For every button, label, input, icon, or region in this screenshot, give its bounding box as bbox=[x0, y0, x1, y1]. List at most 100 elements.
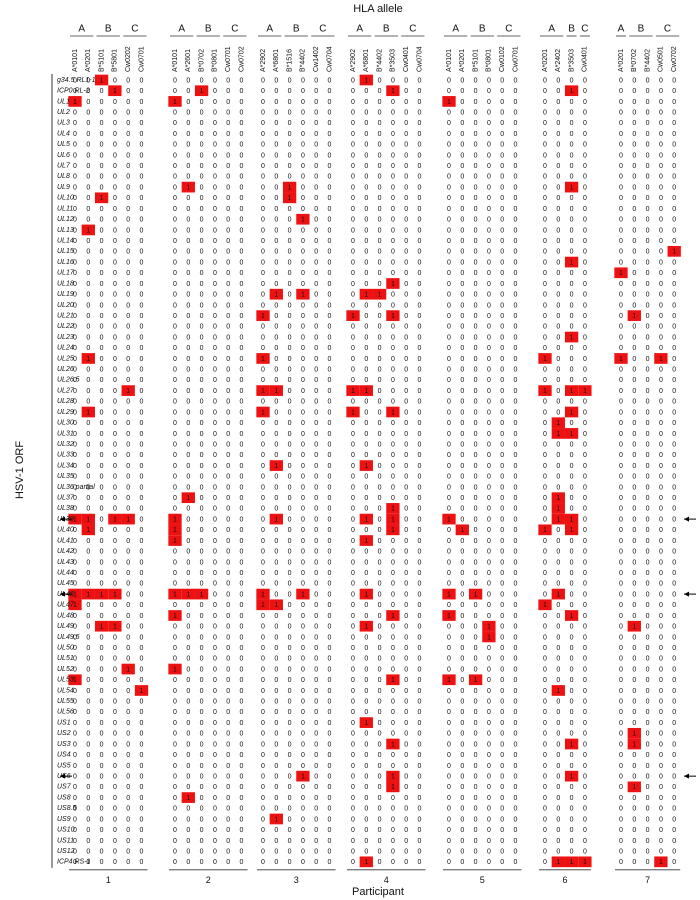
cell-value: 0 bbox=[186, 559, 190, 566]
hit-cell bbox=[168, 610, 182, 621]
cell-value: 0 bbox=[173, 195, 177, 202]
cell-value: 0 bbox=[226, 174, 230, 181]
cell-value: 0 bbox=[351, 217, 355, 224]
cell-value: 0 bbox=[113, 142, 117, 149]
cell-value: 0 bbox=[351, 131, 355, 138]
cell-value: 0 bbox=[328, 527, 332, 534]
cell-value: 1 bbox=[391, 313, 395, 320]
cell-value: 0 bbox=[672, 559, 676, 566]
cell-value: 0 bbox=[646, 570, 650, 577]
cell-value: 0 bbox=[474, 795, 478, 802]
cell-value: 0 bbox=[447, 163, 451, 170]
cell-value: 0 bbox=[213, 731, 217, 738]
cell-value: 0 bbox=[404, 152, 408, 159]
cell-value: 0 bbox=[328, 420, 332, 427]
cell-value: 0 bbox=[314, 848, 318, 855]
cell-value: 0 bbox=[500, 152, 504, 159]
cell-value: 0 bbox=[113, 795, 117, 802]
cell-value: 0 bbox=[619, 302, 623, 309]
cell-value: 0 bbox=[113, 773, 117, 780]
cell-value: 0 bbox=[583, 709, 587, 716]
cell-value: 0 bbox=[186, 474, 190, 481]
cell-value: 0 bbox=[240, 816, 244, 823]
cell-value: 0 bbox=[73, 731, 77, 738]
cell-value: 0 bbox=[274, 109, 278, 116]
cell-value: 0 bbox=[328, 152, 332, 159]
cell-value: 0 bbox=[556, 527, 560, 534]
cell-value: 0 bbox=[487, 538, 491, 545]
cell-value: 0 bbox=[200, 538, 204, 545]
cell-value: 0 bbox=[646, 806, 650, 813]
hit-cell bbox=[181, 181, 195, 193]
cell-value: 0 bbox=[113, 420, 117, 427]
cell-value: 0 bbox=[364, 752, 368, 759]
cell-value: 0 bbox=[240, 441, 244, 448]
cell-value: 0 bbox=[140, 270, 144, 277]
cell-value: 0 bbox=[140, 238, 144, 245]
cell-value: 0 bbox=[213, 538, 217, 545]
hit-cell bbox=[256, 599, 270, 611]
cell-value: 0 bbox=[213, 699, 217, 706]
hit-cell bbox=[442, 588, 456, 600]
cell-value: 0 bbox=[460, 313, 464, 320]
cell-value: 0 bbox=[274, 484, 278, 491]
orf-label: US7 bbox=[57, 784, 72, 791]
cell-value: 0 bbox=[391, 292, 395, 299]
cell-value: 0 bbox=[226, 763, 230, 770]
cell-value: 0 bbox=[351, 859, 355, 866]
cell-value: 0 bbox=[200, 345, 204, 352]
cell-value: 0 bbox=[364, 452, 368, 459]
cell-value: 0 bbox=[186, 259, 190, 266]
cell-value: 0 bbox=[113, 388, 117, 395]
cell-value: 0 bbox=[487, 806, 491, 813]
cell-value: 0 bbox=[226, 163, 230, 170]
cell-value: 0 bbox=[226, 634, 230, 641]
allele-label: A*0101 bbox=[446, 49, 453, 72]
cell-value: 0 bbox=[274, 259, 278, 266]
cell-value: 0 bbox=[460, 634, 464, 641]
cell-value: 0 bbox=[378, 634, 382, 641]
cell-value: 0 bbox=[500, 506, 504, 513]
cell-value: 0 bbox=[378, 656, 382, 663]
cell-value: 0 bbox=[200, 806, 204, 813]
cell-value: 0 bbox=[213, 859, 217, 866]
cell-value: 0 bbox=[378, 324, 382, 331]
cell-value: 0 bbox=[619, 399, 623, 406]
cell-value: 0 bbox=[186, 506, 190, 513]
cell-value: 0 bbox=[487, 656, 491, 663]
cell-value: 0 bbox=[226, 773, 230, 780]
cell-value: 0 bbox=[351, 152, 355, 159]
cell-value: 0 bbox=[274, 99, 278, 106]
cell-value: 0 bbox=[619, 377, 623, 384]
cell-value: 0 bbox=[274, 795, 278, 802]
hit-cell bbox=[269, 288, 283, 300]
cell-value: 0 bbox=[73, 152, 77, 159]
cell-value: 1 bbox=[351, 409, 355, 416]
cell-value: 0 bbox=[570, 313, 574, 320]
cell-value: 0 bbox=[100, 452, 104, 459]
cell-value: 0 bbox=[126, 302, 130, 309]
cell-value: 0 bbox=[113, 345, 117, 352]
cell-value: 0 bbox=[378, 409, 382, 416]
cell-value: 0 bbox=[378, 559, 382, 566]
cell-value: 0 bbox=[213, 602, 217, 609]
cell-value: 0 bbox=[200, 238, 204, 245]
cell-value: 0 bbox=[487, 324, 491, 331]
cell-value: 0 bbox=[556, 741, 560, 748]
cell-value: 0 bbox=[351, 142, 355, 149]
cell-value: 0 bbox=[659, 495, 663, 502]
cell-value: 0 bbox=[261, 506, 265, 513]
cell-value: 0 bbox=[583, 688, 587, 695]
cell-value: 0 bbox=[500, 859, 504, 866]
cell-value: 0 bbox=[86, 484, 90, 491]
cell-value: 0 bbox=[659, 720, 663, 727]
cell-value: 1 bbox=[86, 591, 90, 598]
cell-value: 0 bbox=[113, 699, 117, 706]
cell-value: 0 bbox=[261, 806, 265, 813]
cell-value: 0 bbox=[301, 484, 305, 491]
orf-label: US8 bbox=[57, 794, 71, 801]
cell-value: 0 bbox=[140, 292, 144, 299]
cell-value: 0 bbox=[173, 581, 177, 588]
cell-value: 0 bbox=[404, 270, 408, 277]
participant-label: 1 bbox=[106, 875, 111, 885]
